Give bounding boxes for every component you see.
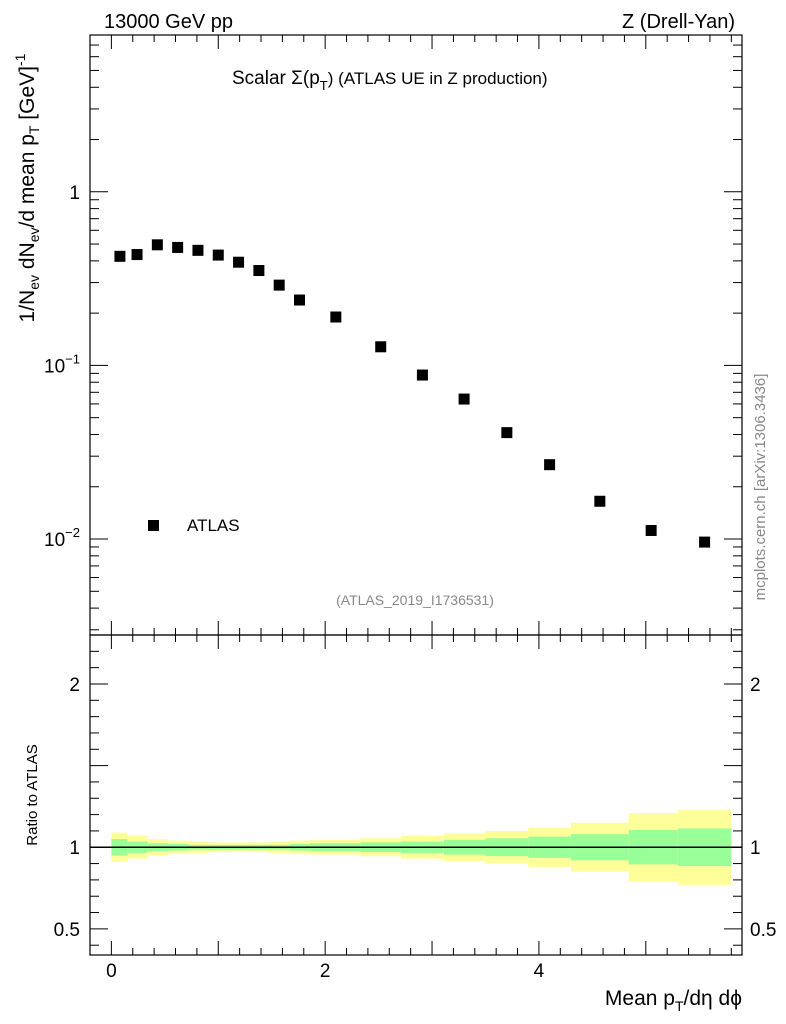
- data-point-7: [253, 265, 265, 277]
- data-point-15: [544, 459, 556, 471]
- ylabel-p1: 1/N: [16, 290, 39, 323]
- data-point-6: [233, 256, 245, 268]
- data-point-13: [458, 393, 470, 405]
- main-ytick-label-0: 1: [69, 183, 80, 204]
- ratio-frame: [89, 634, 743, 956]
- data-point-0: [114, 250, 126, 262]
- legend-marker: [148, 520, 159, 531]
- header-left: 13000 GeV pp: [104, 11, 233, 33]
- xlabel: Mean pT/dη dϕ: [605, 987, 742, 1014]
- data-point-16: [594, 495, 606, 507]
- tick-labels: 110−110−22 21 10.5 0.50 2 4: [44, 183, 776, 982]
- xlabel-p2: /dη dϕ: [684, 987, 742, 1010]
- xtick-label-0: 0: [106, 961, 117, 982]
- plot-title: Scalar Σ(pT) (ATLAS UE in Z production): [232, 68, 548, 93]
- data-point-10: [330, 311, 342, 323]
- ratio-ylabel: Ratio to ATLAS: [24, 744, 41, 845]
- ylabel-s1: ev: [26, 275, 42, 290]
- xtick-label-1: 2: [320, 961, 331, 982]
- main-frame: [89, 34, 743, 636]
- data-point-2: [151, 239, 163, 251]
- data-point-14: [501, 427, 513, 439]
- legend-label: ATLAS: [187, 516, 240, 535]
- data-point-8: [273, 279, 285, 291]
- main-ytick-exp-2: −2: [65, 525, 80, 540]
- xtick-label-2: 4: [534, 961, 545, 982]
- main-ytick-label-2: 10−2: [44, 525, 80, 551]
- ratio-ytick-label-right-2: 0.5: [750, 920, 776, 941]
- main-ytick-label-1: 10−1: [44, 351, 80, 377]
- data-point-18: [699, 536, 711, 548]
- data-points: [114, 239, 711, 548]
- side-label: mcplots.cern.ch [arXiv:1306.3436]: [752, 374, 769, 601]
- data-point-9: [293, 294, 305, 306]
- data-point-3: [172, 241, 184, 253]
- ylabel-s2: ev: [26, 227, 42, 242]
- ratio-ytick-label-right-1: 1: [750, 838, 761, 859]
- xlabel-s1: T: [675, 998, 684, 1014]
- plot-title-sub: T: [320, 78, 328, 93]
- ratio-ytick-label-left-1: 1: [69, 838, 80, 859]
- main-ytick-exp-1: −1: [65, 351, 80, 366]
- data-point-4: [192, 244, 204, 256]
- main-ytick-base-1: 10: [44, 356, 65, 377]
- header-right: Z (Drell-Yan): [622, 11, 735, 33]
- ylabel-sup: -1: [12, 53, 28, 66]
- data-point-17: [645, 524, 657, 536]
- xlabel-p1: Mean p: [605, 987, 675, 1010]
- ylabel-p4: [GeV]: [16, 66, 39, 126]
- ratio-ytick-label-left-0: 2: [69, 675, 80, 696]
- plot-title-prefix: Scalar Σ(p: [232, 68, 320, 89]
- axis-ticks: [89, 34, 742, 955]
- ylabel-p2: dN: [16, 242, 39, 275]
- plot-title-suffix: ) (ATLAS UE in Z production): [328, 69, 548, 88]
- main-ytick-base-2: 10: [44, 530, 65, 551]
- ratio-ytick-label-right-0: 2: [750, 675, 761, 696]
- analysis-label: (ATLAS_2019_I1736531): [336, 592, 494, 608]
- ratio-ytick-label-left-2: 0.5: [54, 920, 80, 941]
- main-ylabel: 1/Nev dNev/d mean pT [GeV]-1: [12, 53, 42, 322]
- ylabel-p3: /d mean p: [16, 134, 39, 227]
- data-point-5: [212, 249, 224, 261]
- data-point-11: [375, 341, 387, 353]
- ylabel-s3: T: [26, 125, 42, 134]
- data-point-1: [131, 249, 143, 261]
- data-point-12: [416, 369, 428, 381]
